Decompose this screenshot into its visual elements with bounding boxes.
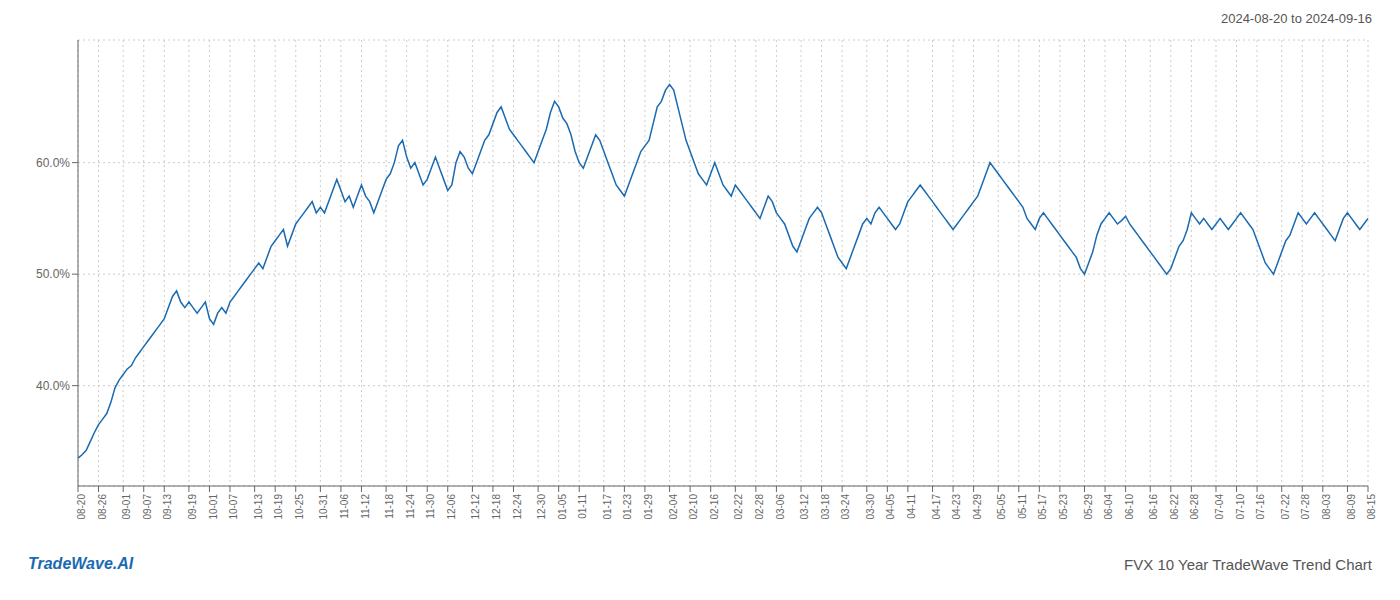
- svg-text:05-05: 05-05: [996, 494, 1007, 520]
- svg-text:07-22: 07-22: [1280, 494, 1291, 520]
- svg-text:12-18: 12-18: [491, 494, 502, 520]
- svg-text:05-23: 05-23: [1058, 494, 1069, 520]
- svg-text:12-12: 12-12: [470, 494, 481, 520]
- svg-text:04-23: 04-23: [951, 494, 962, 520]
- svg-text:12-06: 12-06: [446, 494, 457, 520]
- svg-text:08-15: 08-15: [1366, 494, 1377, 520]
- svg-text:11-06: 11-06: [339, 494, 350, 519]
- svg-text:02-16: 02-16: [709, 494, 720, 520]
- svg-text:04-11: 04-11: [906, 494, 917, 519]
- svg-text:02-22: 02-22: [733, 494, 744, 520]
- svg-text:06-22: 06-22: [1169, 494, 1180, 520]
- svg-text:06-28: 06-28: [1189, 494, 1200, 520]
- svg-text:06-16: 06-16: [1148, 494, 1159, 520]
- html-text:TradeWave.AI: TradeWave.AI: [28, 555, 134, 572]
- svg-text:07-16: 07-16: [1255, 494, 1266, 520]
- svg-text:08-03: 08-03: [1321, 494, 1332, 520]
- svg-text:07-28: 07-28: [1300, 494, 1311, 520]
- svg-text:03-30: 03-30: [865, 494, 876, 520]
- svg-text:01-17: 01-17: [602, 494, 613, 520]
- html-text:FVX 10 Year TradeWave Trend Ch: FVX 10 Year TradeWave Trend Chart: [1124, 555, 1372, 573]
- svg-text:04-29: 04-29: [972, 494, 983, 520]
- svg-text:01-23: 01-23: [623, 494, 634, 520]
- svg-text:05-29: 05-29: [1083, 494, 1094, 520]
- svg-text:03-18: 03-18: [820, 494, 831, 520]
- svg-text:11-18: 11-18: [384, 494, 395, 519]
- svg-text:10-13: 10-13: [253, 494, 264, 520]
- svg-text:10-25: 10-25: [294, 494, 305, 520]
- svg-text:09-07: 09-07: [142, 494, 153, 520]
- svg-text:03-06: 03-06: [775, 494, 786, 520]
- svg-text:07-10: 07-10: [1235, 494, 1246, 520]
- svg-text:06-04: 06-04: [1103, 494, 1114, 520]
- svg-text:12-30: 12-30: [536, 494, 547, 520]
- svg-text:40.0%: 40.0%: [36, 379, 70, 393]
- svg-text:50.0%: 50.0%: [36, 267, 70, 281]
- svg-text:04-05: 04-05: [885, 494, 896, 520]
- svg-text:10-31: 10-31: [318, 494, 329, 520]
- svg-text:10-07: 10-07: [228, 494, 239, 520]
- svg-text:09-01: 09-01: [121, 494, 132, 520]
- svg-text:06-10: 06-10: [1124, 494, 1135, 520]
- svg-text:09-19: 09-19: [187, 494, 198, 520]
- svg-text:08-26: 08-26: [97, 494, 108, 520]
- svg-text:60.0%: 60.0%: [36, 156, 70, 170]
- svg-text:01-05: 01-05: [557, 494, 568, 520]
- svg-text:02-28: 02-28: [754, 494, 765, 520]
- svg-text:08-20: 08-20: [76, 494, 87, 520]
- svg-text:12-24: 12-24: [512, 494, 523, 520]
- svg-text:03-12: 03-12: [799, 494, 810, 520]
- svg-text:05-11: 05-11: [1017, 494, 1028, 519]
- svg-text:10-01: 10-01: [208, 494, 219, 520]
- svg-text:01-11: 01-11: [577, 494, 588, 519]
- svg-text:10-19: 10-19: [273, 494, 284, 520]
- svg-text:02-10: 02-10: [688, 494, 699, 520]
- svg-text:01-29: 01-29: [643, 494, 654, 520]
- svg-text:09-13: 09-13: [162, 494, 173, 520]
- svg-text:03-24: 03-24: [840, 494, 851, 520]
- svg-text:07-04: 07-04: [1214, 494, 1225, 520]
- svg-text:08-09: 08-09: [1346, 494, 1357, 520]
- svg-text:05-17: 05-17: [1037, 494, 1048, 520]
- svg-text:11-24: 11-24: [405, 494, 416, 519]
- svg-text:04-17: 04-17: [931, 494, 942, 520]
- svg-text:02-04: 02-04: [668, 494, 679, 520]
- svg-text:11-12: 11-12: [360, 494, 371, 519]
- html-text:2024-08-20 to 2024-09-16: 2024-08-20 to 2024-09-16: [1220, 11, 1372, 26]
- svg-text:11-30: 11-30: [425, 494, 436, 519]
